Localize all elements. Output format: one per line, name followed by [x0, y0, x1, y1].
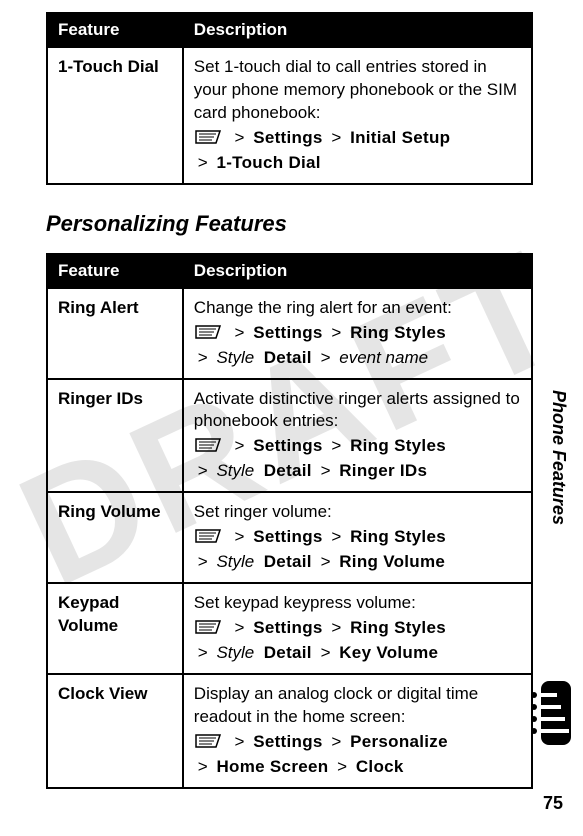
sep: >	[331, 436, 341, 455]
table-row: 1-Touch Dial Set 1-touch dial to call en…	[47, 47, 532, 184]
path-item: Clock	[356, 757, 404, 776]
sep: >	[198, 552, 208, 571]
desc-text: Activate distinctive ringer alerts assig…	[194, 389, 520, 431]
sep: >	[235, 732, 245, 751]
section-title: Personalizing Features	[46, 211, 533, 237]
path-item: Ring Styles	[350, 527, 446, 546]
sep: >	[321, 461, 331, 480]
t2-r0-feature: Ring Alert	[47, 288, 183, 379]
desc-text: Display an analog clock or digital time …	[194, 684, 478, 726]
sep: >	[198, 153, 208, 172]
sep: >	[198, 643, 208, 662]
t2-r2-desc: Set ringer volume: > Settings > Ring Sty…	[183, 492, 532, 583]
path-item: 1-Touch Dial	[216, 153, 320, 172]
t2-r0-desc: Change the ring alert for an event: > Se…	[183, 288, 532, 379]
style-word: Style	[216, 643, 254, 662]
table-row: Ring Volume Set ringer volume: > Setting…	[47, 492, 532, 583]
path-item: Settings	[253, 527, 322, 546]
t2-r1-desc: Activate distinctive ringer alerts assig…	[183, 379, 532, 493]
sep: >	[235, 527, 245, 546]
sep: >	[321, 552, 331, 571]
menu-icon	[194, 324, 222, 347]
t2-r4-feature: Clock View	[47, 674, 183, 788]
menu-icon	[194, 733, 222, 756]
t2-r3-feature: Keypad Volume	[47, 583, 183, 674]
sep: >	[331, 527, 341, 546]
path-item: Home Screen	[216, 757, 328, 776]
path-item: Settings	[253, 436, 322, 455]
sep: >	[321, 643, 331, 662]
sep: >	[235, 323, 245, 342]
table-2: Feature Description Ring Alert Change th…	[46, 253, 533, 789]
sep: >	[331, 618, 341, 637]
t1-r0-feature: 1-Touch Dial	[47, 47, 183, 184]
desc-text: Change the ring alert for an event:	[194, 298, 452, 317]
menu-icon	[194, 528, 222, 551]
trailing: Key Volume	[339, 643, 438, 662]
sep: >	[331, 732, 341, 751]
sep: >	[198, 461, 208, 480]
path-item: Settings	[253, 732, 322, 751]
t2-r4-desc: Display an analog clock or digital time …	[183, 674, 532, 788]
detail-word: Detail	[264, 348, 312, 367]
page-number: 75	[543, 793, 563, 814]
path-item: Ring Styles	[350, 436, 446, 455]
detail-word: Detail	[264, 461, 312, 480]
sep: >	[235, 618, 245, 637]
t2-header-feature: Feature	[47, 254, 183, 288]
page-content: Feature Description 1-Touch Dial Set 1-t…	[0, 0, 583, 789]
t1-r0-desc: Set 1-touch dial to call entries stored …	[183, 47, 532, 184]
path-item: Settings	[253, 618, 322, 637]
table-row: Ringer IDs Activate distinctive ringer a…	[47, 379, 532, 493]
desc-text: Set ringer volume:	[194, 502, 332, 521]
sep: >	[198, 757, 208, 776]
menu-icon	[194, 129, 222, 152]
path-item: Settings	[253, 128, 322, 147]
menu-icon	[194, 437, 222, 460]
path-item: Ring Styles	[350, 323, 446, 342]
style-word: Style	[216, 348, 254, 367]
sep: >	[337, 757, 347, 776]
trailing: Ring Volume	[339, 552, 445, 571]
t2-header-description: Description	[183, 254, 532, 288]
trailing: event name	[339, 348, 428, 367]
table-1: Feature Description 1-Touch Dial Set 1-t…	[46, 12, 533, 185]
sep: >	[331, 323, 341, 342]
path-item: Settings	[253, 323, 322, 342]
sep: >	[321, 348, 331, 367]
t1-header-description: Description	[183, 13, 532, 47]
table-row: Keypad Volume Set keypad keypress volume…	[47, 583, 532, 674]
sep: >	[235, 128, 245, 147]
t2-r1-feature: Ringer IDs	[47, 379, 183, 493]
path-item: Initial Setup	[350, 128, 450, 147]
style-word: Style	[216, 552, 254, 571]
table-row: Ring Alert Change the ring alert for an …	[47, 288, 532, 379]
detail-word: Detail	[264, 552, 312, 571]
trailing: Ringer IDs	[339, 461, 427, 480]
sep: >	[235, 436, 245, 455]
table-row: Clock View Display an analog clock or di…	[47, 674, 532, 788]
t2-r3-desc: Set keypad keypress volume: > Settings >…	[183, 583, 532, 674]
sep: >	[331, 128, 341, 147]
menu-icon	[194, 619, 222, 642]
sep: >	[198, 348, 208, 367]
t1-header-feature: Feature	[47, 13, 183, 47]
path-item: Personalize	[350, 732, 448, 751]
t1-r0-desc-text: Set 1-touch dial to call entries stored …	[194, 57, 517, 122]
detail-word: Detail	[264, 643, 312, 662]
path-item: Ring Styles	[350, 618, 446, 637]
desc-text: Set keypad keypress volume:	[194, 593, 416, 612]
style-word: Style	[216, 461, 254, 480]
t2-r2-feature: Ring Volume	[47, 492, 183, 583]
